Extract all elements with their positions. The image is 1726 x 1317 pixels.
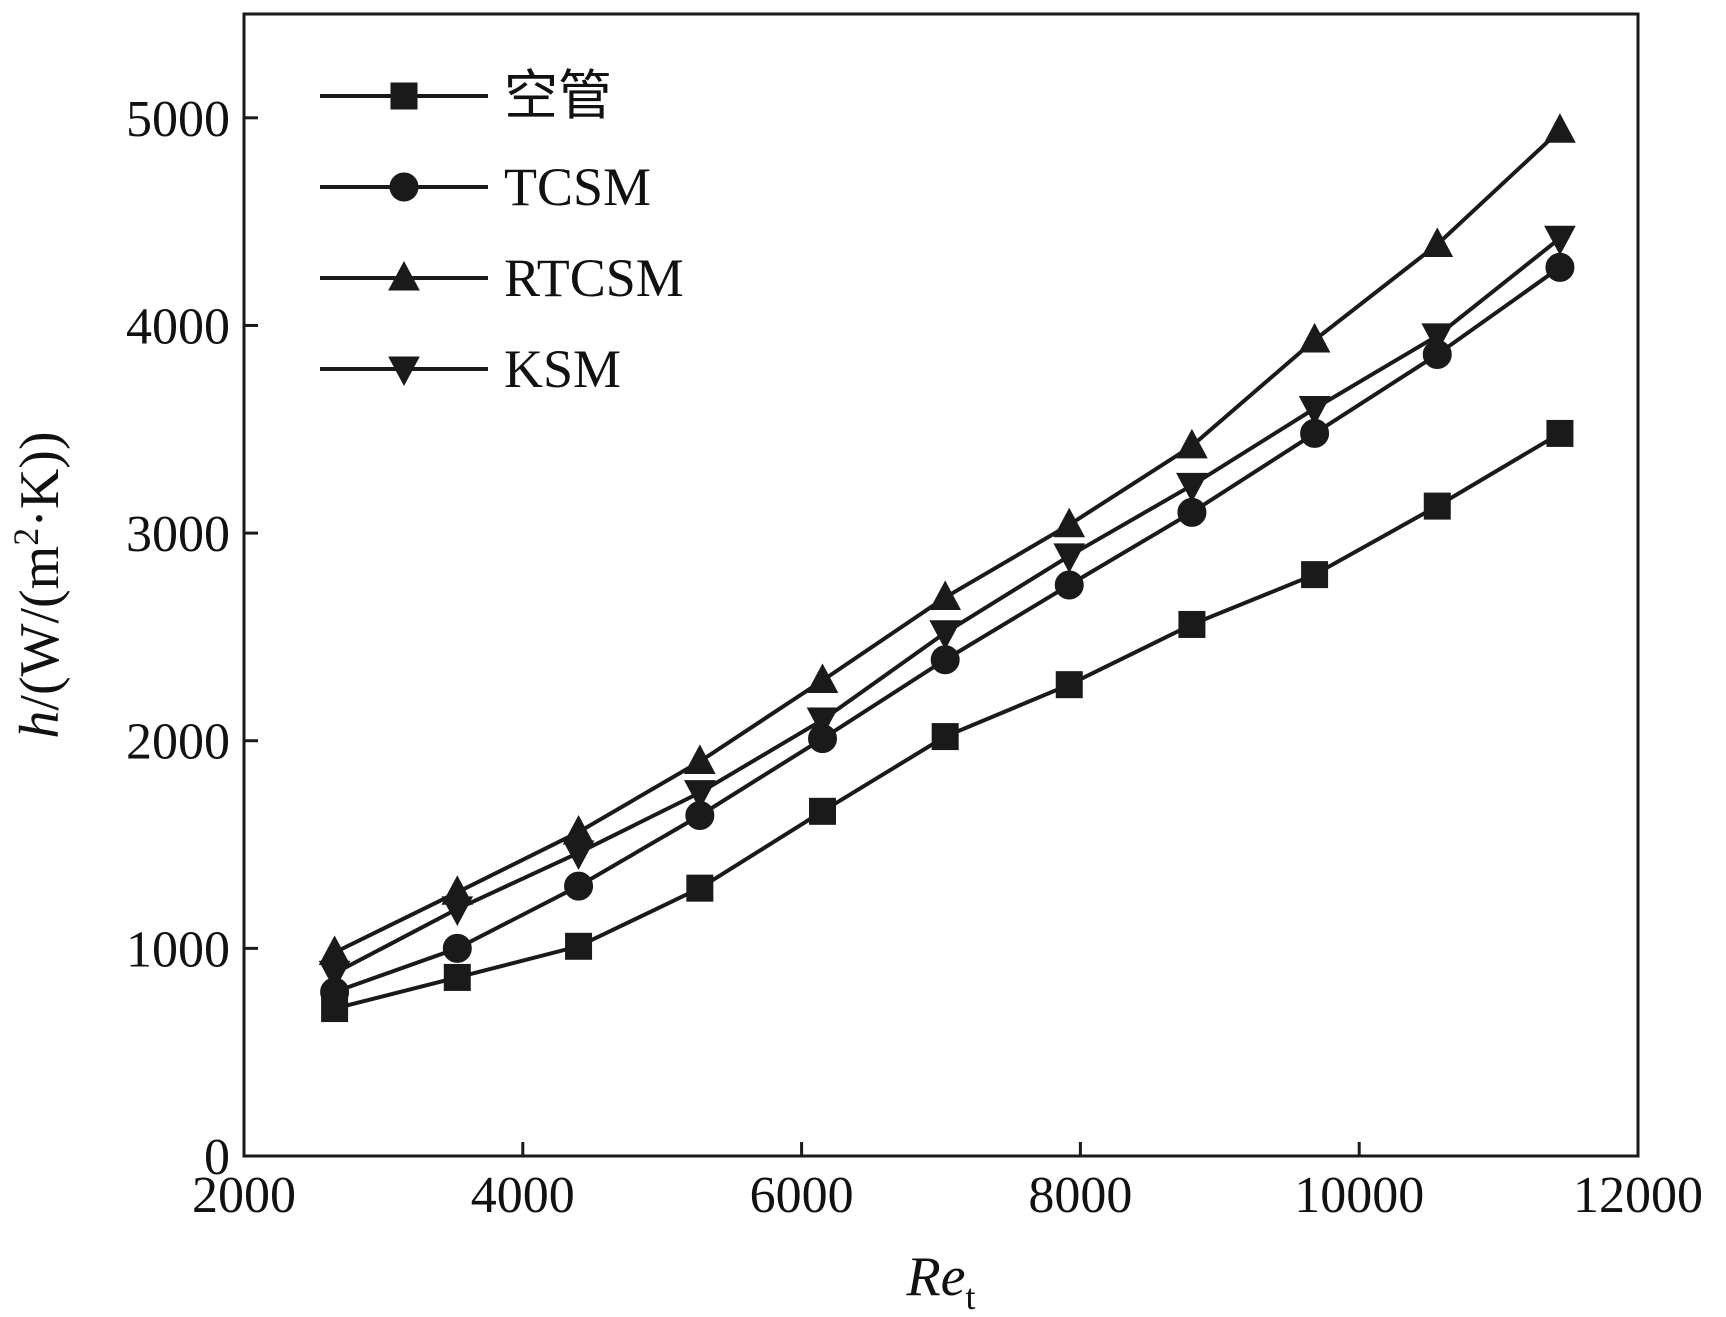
data-point <box>684 780 716 810</box>
y-tick-label: 5000 <box>126 91 230 148</box>
data-point <box>1054 570 1084 600</box>
data-point <box>318 960 351 991</box>
y-axis-title-sup: 2 <box>6 528 46 546</box>
legend-entry: RTCSM <box>320 248 684 308</box>
data-point <box>1298 322 1331 353</box>
data-point <box>684 744 716 774</box>
legend: 空管 TCSM RTCSM KSM <box>320 66 684 399</box>
data-point <box>806 663 839 694</box>
series-4 <box>318 225 1576 991</box>
data-point <box>1544 113 1576 143</box>
legend-marker <box>388 260 420 291</box>
plot-frame <box>242 12 1640 1158</box>
data-point <box>1544 225 1576 256</box>
data-point <box>1178 610 1206 638</box>
y-tick-label: 4000 <box>126 298 230 355</box>
legend-marker <box>390 82 418 110</box>
legend-entry: TCSM <box>320 157 651 217</box>
x-axis-title: Ret <box>905 1246 975 1317</box>
legend-label: TCSM <box>504 157 651 217</box>
x-tick-label: 2000 <box>192 1167 296 1224</box>
data-point <box>564 871 594 901</box>
data-point <box>1545 252 1575 282</box>
x-tick-label: 4000 <box>471 1167 575 1224</box>
data-point <box>562 840 595 870</box>
y-tick-label: 2000 <box>126 714 230 771</box>
x-tick-label: 10000 <box>1294 1167 1424 1224</box>
y-axis-title-post: ·K)) <box>9 431 71 527</box>
y-axis-title: h/(W/(m2·K)) <box>6 431 71 738</box>
data-point <box>929 580 962 610</box>
y-axis-title-pre: /(W/(m <box>9 546 71 711</box>
series-1 <box>321 419 1574 1023</box>
data-point <box>441 896 474 926</box>
data-point <box>443 963 471 991</box>
legend-label: 空管 <box>504 66 612 126</box>
data-point <box>1301 561 1329 589</box>
y-axis-ticks: 0 1000 2000 3000 4000 5000 <box>126 91 258 1186</box>
y-tick-label: 1000 <box>126 921 230 978</box>
x-axis-ticks: 2000 4000 6000 8000 10000 12000 <box>192 1142 1703 1224</box>
data-point <box>806 707 839 738</box>
legend-label: RTCSM <box>504 248 684 308</box>
data-point <box>1423 492 1451 520</box>
data-point <box>930 645 960 675</box>
legend-entry: KSM <box>320 339 621 399</box>
series-3 <box>318 113 1576 966</box>
x-axis-title-sub: t <box>966 1277 976 1317</box>
x-axis-title-main: Re <box>905 1246 965 1308</box>
data-point <box>1055 671 1083 699</box>
series-line <box>334 431 1561 1011</box>
data-point <box>931 723 959 751</box>
data-point <box>1421 323 1454 353</box>
x-tick-label: 12000 <box>1573 1167 1703 1224</box>
legend-label: KSM <box>504 339 621 399</box>
data-point <box>1176 472 1208 503</box>
x-tick-label: 8000 <box>1028 1167 1132 1224</box>
data-point <box>562 815 595 845</box>
data-point <box>1053 507 1086 538</box>
x-tick-label: 6000 <box>750 1167 854 1224</box>
y-axis-title-italic: h <box>9 711 71 739</box>
y-tick-label: 3000 <box>126 506 230 563</box>
legend-marker <box>388 356 420 387</box>
legend-marker <box>389 172 419 202</box>
data-point <box>1177 497 1207 527</box>
data-point <box>809 797 837 825</box>
y-tick-label: 0 <box>204 1129 230 1186</box>
data-point <box>1546 419 1574 447</box>
data-point <box>1298 396 1331 426</box>
legend-entry: 空管 <box>320 66 612 126</box>
data-point <box>686 874 714 902</box>
data-point <box>318 935 351 966</box>
series-layer <box>318 113 1576 1023</box>
data-point <box>565 932 593 960</box>
data-point <box>929 620 962 650</box>
data-point <box>442 933 472 963</box>
data-point <box>1176 428 1208 459</box>
data-point <box>1053 543 1086 573</box>
data-point <box>1421 227 1454 257</box>
series-2 <box>320 252 1575 1007</box>
